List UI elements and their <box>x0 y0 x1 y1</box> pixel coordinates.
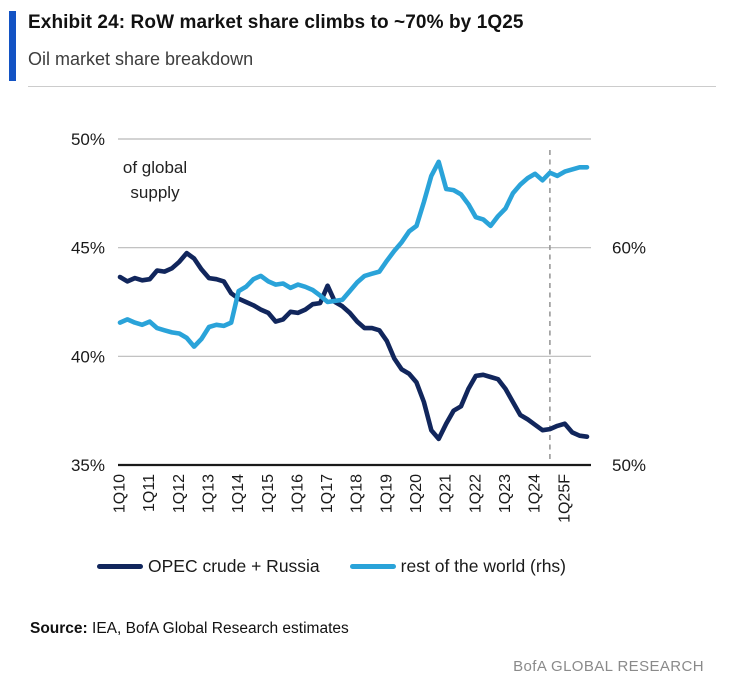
chart-legend: OPEC crude + Russia rest of the world (rh… <box>97 556 637 577</box>
svg-text:1Q19: 1Q19 <box>378 474 395 513</box>
svg-text:1Q23: 1Q23 <box>497 474 514 513</box>
svg-text:1Q13: 1Q13 <box>201 474 218 513</box>
svg-text:45%: 45% <box>71 239 105 258</box>
svg-text:60%: 60% <box>612 239 646 258</box>
source-label: Source: <box>30 620 88 637</box>
svg-text:1Q17: 1Q17 <box>319 474 336 513</box>
svg-text:40%: 40% <box>71 347 105 366</box>
svg-text:1Q18: 1Q18 <box>349 474 366 513</box>
source-text: IEA, BofA Global Research estimates <box>87 620 349 637</box>
svg-text:1Q11: 1Q11 <box>141 474 158 512</box>
svg-text:1Q20: 1Q20 <box>408 474 425 513</box>
legend-item: OPEC crude + Russia <box>97 556 320 577</box>
svg-text:1Q10: 1Q10 <box>112 474 129 513</box>
title-accent-bar <box>9 11 16 81</box>
legend-label: OPEC crude + Russia <box>148 556 320 576</box>
svg-text:1Q21: 1Q21 <box>438 474 455 513</box>
exhibit-subtitle: Oil market share breakdown <box>28 49 254 69</box>
header-divider <box>28 86 716 87</box>
svg-text:1Q24: 1Q24 <box>527 474 544 513</box>
svg-text:35%: 35% <box>71 456 105 475</box>
svg-text:1Q12: 1Q12 <box>171 474 188 513</box>
brand-footer: BofA GLOBAL RESEARCH <box>513 658 704 675</box>
line-chart-canvas: 50% 45% 40% 35% 60% 50% 1Q10 1Q11 1Q12 1Q13 1Q14 1Q… <box>71 130 646 523</box>
svg-text:1Q22: 1Q22 <box>467 474 484 513</box>
svg-text:1Q15: 1Q15 <box>260 474 277 513</box>
svg-text:1Q25F: 1Q25F <box>556 474 573 523</box>
legend-item: rest of the world (rhs) <box>349 556 566 577</box>
legend-line-swatch <box>349 564 396 569</box>
legend-line-swatch <box>97 564 143 569</box>
svg-text:1Q14: 1Q14 <box>230 474 247 513</box>
svg-text:50%: 50% <box>71 130 105 149</box>
svg-text:1Q16: 1Q16 <box>289 474 306 513</box>
axis-unit-annotation: of global supply <box>122 158 188 202</box>
exhibit-title: Exhibit 24: RoW market share climbs to ~… <box>28 12 524 33</box>
legend-label: rest of the world (rhs) <box>400 556 566 576</box>
svg-text:50%: 50% <box>612 456 646 475</box>
source-note: Source: IEA, BofA Global Research estima… <box>30 620 349 638</box>
